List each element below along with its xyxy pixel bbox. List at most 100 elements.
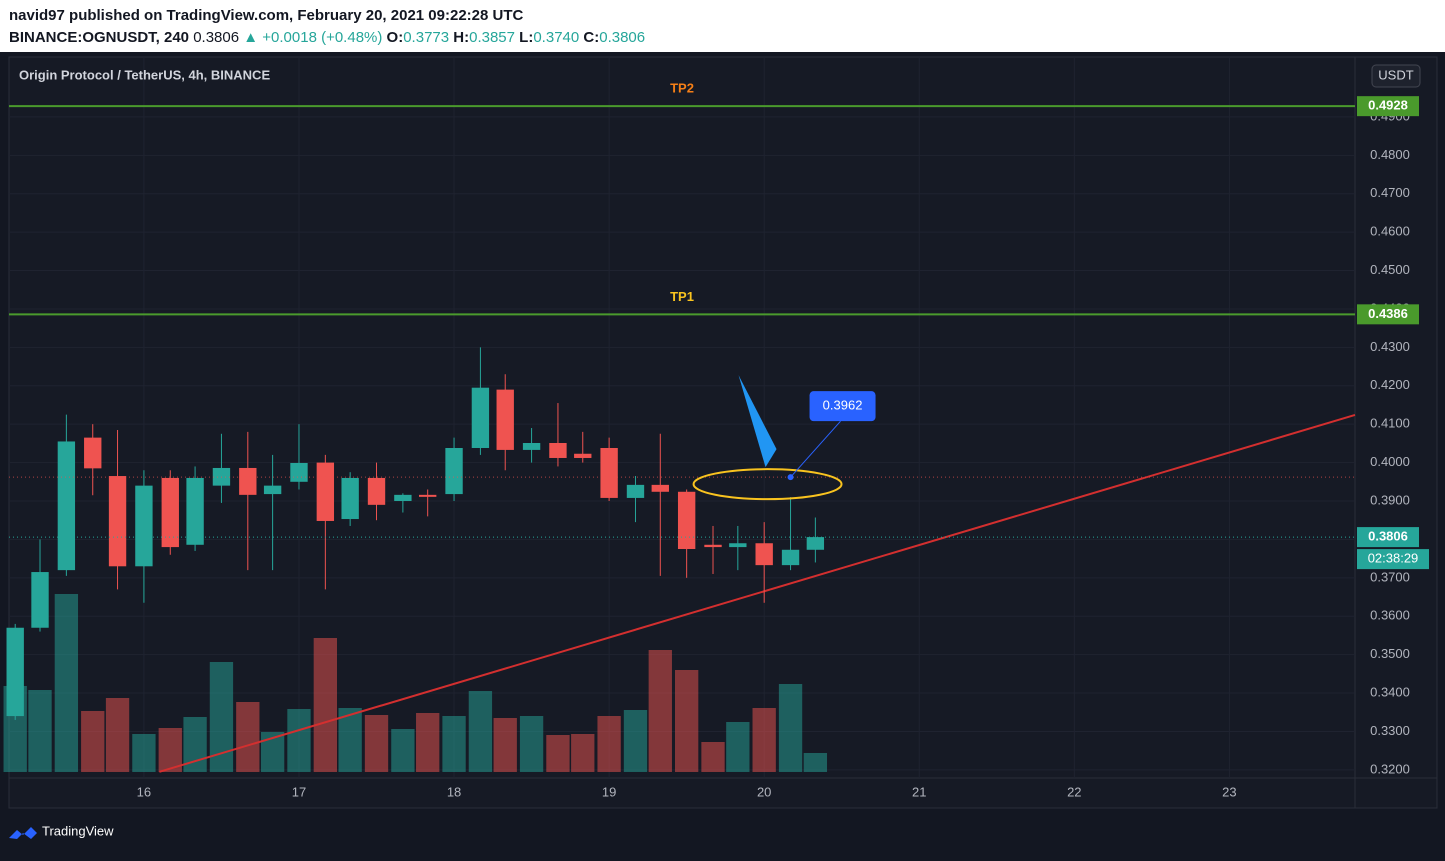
- c-label: C:: [583, 29, 599, 46]
- volume-bar: [623, 710, 648, 772]
- pane-bg: [8, 56, 1438, 809]
- volume-bar: [28, 690, 52, 772]
- candle-body: [704, 544, 722, 548]
- y-tick-label: 0.3300: [1370, 723, 1410, 738]
- level-price-box: [1357, 304, 1419, 325]
- published: navid97 published on TradingView.com, Fe…: [9, 7, 524, 24]
- last-price: 0.3806: [1368, 529, 1408, 544]
- candle-body: [316, 462, 335, 521]
- published-line: navid97 published on TradingView.com, Fe…: [9, 7, 524, 24]
- candle-body: [419, 494, 437, 497]
- y-tick-label: 0.4300: [1370, 339, 1410, 354]
- candle-body: [496, 389, 514, 450]
- candle-body: [471, 387, 490, 448]
- x-tick-label: 23: [1222, 784, 1236, 799]
- candle-body: [781, 549, 800, 566]
- countdown: 02:38:29: [1368, 551, 1419, 566]
- volume-bar: [158, 728, 182, 772]
- logo: TradingView: [9, 823, 114, 839]
- l: 0.3740: [533, 29, 579, 46]
- pointer-arrow: [738, 375, 777, 468]
- volume-bar: [287, 709, 311, 772]
- volume: [3, 594, 828, 772]
- y-tick-label: 0.4100: [1370, 416, 1410, 431]
- volume-bar: [54, 594, 79, 772]
- volume-bar: [701, 742, 725, 772]
- y-tick-label: 0.3900: [1370, 492, 1410, 507]
- ohlc-line: BINANCE:OGNUSDT, 240 0.3806 ▲ +0.0018 (+…: [9, 29, 645, 46]
- marker-leader: [790, 420, 841, 478]
- chart-title: Origin Protocol / TetherUS, 4h, BINANCE: [19, 67, 270, 82]
- candle-body: [290, 462, 308, 482]
- y-tick-label: 0.3600: [1370, 608, 1410, 623]
- level-price: 0.4928: [1368, 98, 1408, 113]
- x-tick-label: 20: [757, 784, 771, 799]
- marker-point: [787, 474, 794, 481]
- y-tick-label: 0.3500: [1370, 646, 1410, 661]
- candle-body: [108, 476, 127, 567]
- candle-body: [651, 484, 669, 492]
- y-tick-label: 0.4800: [1370, 147, 1410, 162]
- x-tick-label: 22: [1067, 784, 1081, 799]
- candle-body: [57, 441, 76, 571]
- x-tick-label: 19: [602, 784, 616, 799]
- y-tick-label: 0.4500: [1370, 262, 1410, 277]
- candle-body: [341, 477, 359, 520]
- y-tick-label: 0.4200: [1370, 377, 1410, 392]
- volume-bar: [468, 691, 493, 772]
- level-name: TP1: [670, 289, 694, 304]
- volume-bar: [338, 708, 362, 772]
- candle-body: [394, 494, 412, 501]
- candle-body: [161, 477, 179, 548]
- x-tick-label: 18: [447, 784, 461, 799]
- volume-bar: [442, 716, 466, 772]
- y-tick-label: 0.4700: [1370, 185, 1410, 200]
- volume-bar: [260, 732, 285, 772]
- y-tick-label: 0.4000: [1370, 454, 1410, 469]
- o: 0.3773: [403, 29, 449, 46]
- candle-body: [31, 572, 49, 628]
- volume-bar: [648, 650, 672, 772]
- candle-body: [755, 543, 773, 566]
- highlight-ellipse: [692, 468, 843, 501]
- currency[interactable]: USDT: [1378, 67, 1413, 82]
- brand: TradingView: [42, 823, 114, 838]
- volume-bar: [209, 662, 234, 772]
- o-label: O:: [387, 29, 404, 46]
- marker-box: [809, 391, 876, 422]
- volume-bar: [105, 698, 130, 772]
- candle-body: [729, 543, 747, 548]
- volume-bar: [571, 734, 595, 772]
- change: ▲ +0.0018 (+0.48%): [243, 29, 382, 46]
- c: 0.3806: [599, 29, 645, 46]
- volume-bar: [752, 708, 776, 772]
- candle-body: [806, 537, 825, 550]
- y-tick-label: 0.3400: [1370, 684, 1410, 699]
- candle-body: [84, 437, 102, 469]
- volume-bar: [313, 638, 338, 772]
- last-price-box: [1357, 527, 1419, 548]
- volume-bar: [493, 718, 517, 772]
- h: 0.3857: [469, 29, 515, 46]
- header-bg: [0, 0, 1445, 52]
- candle-body: [445, 447, 463, 495]
- candle-body: [239, 467, 257, 495]
- candle-body: [186, 477, 204, 545]
- volume-bar: [183, 717, 207, 772]
- volume-bar: [81, 711, 105, 772]
- l-label: L:: [519, 29, 533, 46]
- candle-body: [626, 484, 645, 498]
- volume-bar: [364, 715, 389, 772]
- symbol: BINANCE:OGNUSDT, 240: [9, 29, 189, 46]
- volume-bar: [236, 702, 260, 772]
- volume-bar: [778, 684, 803, 772]
- trendline: [159, 414, 1356, 773]
- currency-button[interactable]: [1371, 64, 1421, 88]
- axes: 0.3200 0.3300 0.3400 0.3500 0.3600 0.3700 0.38…: [137, 96, 1429, 799]
- candle-body: [135, 485, 153, 567]
- candle-body: [600, 447, 618, 498]
- candle-body: [522, 443, 541, 450]
- volume-bar: [674, 670, 699, 772]
- candle-body: [677, 491, 696, 550]
